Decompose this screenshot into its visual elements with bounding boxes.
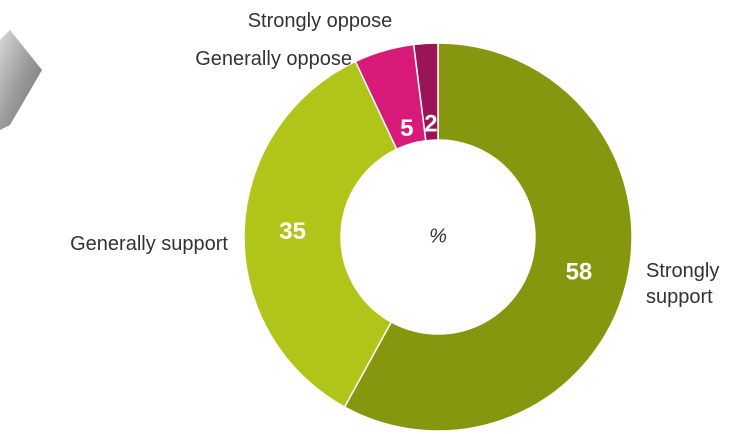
category-label: Generally support <box>70 233 228 255</box>
center-label: % <box>429 225 447 247</box>
value-label: 35 <box>279 218 306 245</box>
value-label: 58 <box>566 259 593 286</box>
donut-segment <box>412 42 439 142</box>
category-label: Strongly support <box>646 260 720 308</box>
category-label: Strongly oppose <box>247 10 393 32</box>
donut-segment <box>243 60 398 409</box>
category-label: Generally oppose <box>195 48 352 70</box>
value-label: 2 <box>424 111 437 138</box>
value-label: 5 <box>400 115 413 142</box>
decor-arrow <box>0 30 42 130</box>
donut-segment <box>343 42 633 432</box>
